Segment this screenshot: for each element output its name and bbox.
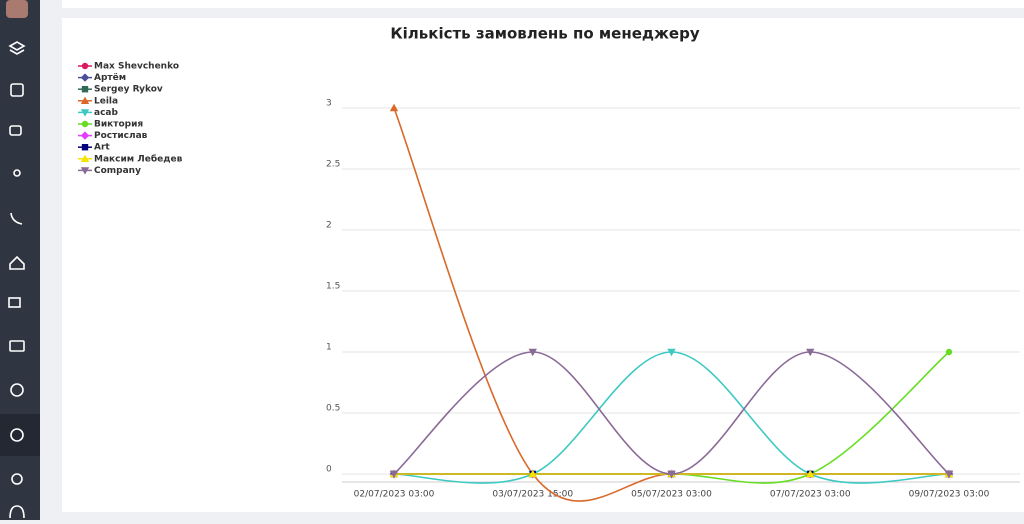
legend-label: Ростислав (94, 131, 148, 141)
x-tick-label: 03/07/2023 15:00 (492, 490, 573, 500)
y-tick-label: 2.5 (326, 160, 340, 170)
chart-title: Кількість замовлень по менеджеру (390, 25, 699, 43)
y-tick-label: 3 (326, 99, 332, 109)
legend-label: Leila (94, 96, 118, 106)
nav-icon[interactable] (9, 255, 25, 270)
series-line (393, 351, 950, 484)
legend-marker (81, 120, 89, 128)
avatar[interactable] (6, 0, 28, 18)
legend-label: acab (94, 108, 118, 118)
nav-icon[interactable] (9, 505, 25, 519)
legend-label: Максим Лебедев (94, 153, 183, 164)
nav-icon[interactable] (10, 212, 23, 225)
legend-marker (81, 144, 89, 151)
point-marker (667, 470, 676, 479)
nav-icon[interactable] (10, 383, 24, 397)
y-tick-label: 2 (326, 221, 332, 231)
legend-label: Art (94, 143, 110, 153)
nav-icon[interactable] (13, 169, 21, 177)
series-line (394, 351, 950, 484)
legend-marker (80, 73, 90, 82)
nav-icon[interactable] (11, 473, 23, 485)
legend-marker (81, 62, 89, 70)
chart: Кількість замовлень по менеджеру 0 0.5 1 1.… (78, 25, 1020, 502)
legend-label: Sergey Rykov (94, 85, 163, 95)
y-tick-label: 0 (326, 465, 332, 475)
legend-marker (80, 154, 90, 162)
x-tick-label: 09/07/2023 03:00 (909, 490, 990, 500)
y-tick-label: 1.5 (326, 282, 340, 292)
y-tick-label: 1 (326, 343, 332, 353)
legend-label: Артём (94, 73, 126, 83)
legend-marker (80, 167, 90, 175)
x-tick-label: 05/07/2023 03:00 (631, 490, 712, 500)
point-marker (389, 103, 399, 112)
legend-marker (80, 109, 90, 117)
top-card (62, 0, 1024, 8)
legend-label: Виктория (94, 120, 143, 130)
x-tick-label: 07/07/2023 03:00 (770, 490, 851, 500)
legend-marker (80, 96, 90, 104)
legend-label: Company (94, 166, 141, 176)
chart-card: Кількість замовлень по менеджеру 0 0.5 1 1.… (62, 18, 1024, 512)
nav-icon[interactable] (8, 41, 26, 55)
x-tick-label: 02/07/2023 03:00 (354, 490, 435, 500)
point-marker (389, 470, 399, 479)
point-marker (806, 469, 815, 478)
y-tick-label: 0.5 (326, 404, 340, 414)
sidebar-icons (0, 0, 40, 519)
legend-marker (80, 131, 90, 140)
point-marker (528, 469, 537, 478)
nav-active[interactable] (0, 414, 40, 456)
legend-marker (81, 86, 89, 93)
series-line (393, 107, 949, 502)
point-marker (945, 348, 953, 356)
nav-icon[interactable] (10, 83, 24, 97)
point-marker (944, 470, 954, 479)
nav-icon[interactable] (9, 340, 25, 352)
sidebar (0, 0, 40, 520)
point-marker (806, 348, 815, 357)
point-marker (528, 348, 537, 357)
legend-label: Max Shevchenko (94, 62, 179, 72)
point-marker (667, 348, 676, 357)
nav-icon[interactable] (9, 125, 22, 136)
nav-icon[interactable] (8, 297, 21, 308)
nav-icon[interactable] (10, 428, 24, 442)
